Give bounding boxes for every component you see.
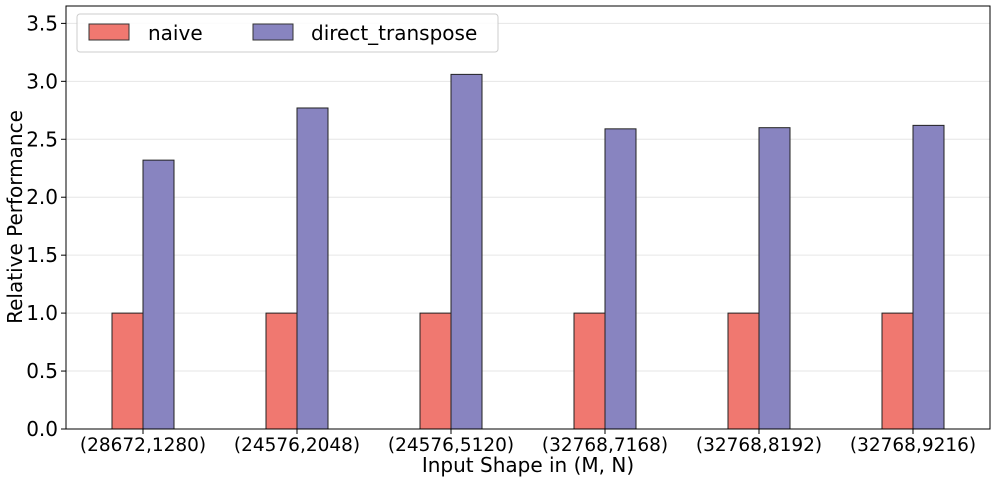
bar-naive <box>881 312 914 430</box>
bar-naive <box>573 312 606 430</box>
y-axis: 0.0 0.5 1.0 1.5 2.0 2.5 3.0 3.5 <box>26 11 66 441</box>
bars <box>111 73 945 430</box>
legend-label-naive: naive <box>148 21 203 45</box>
bar-direct-transpose <box>296 107 329 430</box>
bar-direct-transpose <box>142 159 175 430</box>
bar-direct-transpose <box>758 127 791 430</box>
x-tick-label: (32768,9216) <box>850 435 976 456</box>
y-tick-label: 3.0 <box>26 69 58 93</box>
y-tick-label: 1.0 <box>26 301 58 325</box>
legend-swatch-naive <box>88 23 130 41</box>
x-tick-label: (32768,8192) <box>696 435 822 456</box>
x-axis: (28672,1280) (24576,2048) (24576,5120) (327… <box>80 429 976 456</box>
bar-naive <box>419 312 452 430</box>
x-tick-label: (24576,2048) <box>234 435 360 456</box>
x-tick-label: (28672,1280) <box>80 435 206 456</box>
bar-naive <box>265 312 298 430</box>
y-tick-label: 1.5 <box>26 243 58 267</box>
y-tick-label: 2.0 <box>26 185 58 209</box>
y-tick-label: 0.5 <box>26 359 58 383</box>
x-tick-label: (24576,5120) <box>388 435 514 456</box>
y-tick-label: 3.5 <box>26 11 58 35</box>
plot-frame <box>65 5 991 430</box>
bar-naive <box>111 312 144 430</box>
grid-lines <box>66 22 990 430</box>
legend-label-direct-transpose: direct_transpose <box>311 21 477 45</box>
bar-direct-transpose <box>912 124 945 430</box>
x-tick-label: (32768,7168) <box>542 435 668 456</box>
legend: naive direct_transpose <box>76 13 499 53</box>
bar-direct-transpose <box>604 128 637 430</box>
bar-direct-transpose <box>450 73 483 430</box>
x-axis-label: Input Shape in (M, N) <box>422 453 634 477</box>
y-tick-label: 0.0 <box>26 417 58 441</box>
y-tick-label: 2.5 <box>26 127 58 151</box>
y-axis-label: Relative Performance <box>3 110 27 324</box>
legend-swatch-direct-transpose <box>252 23 294 41</box>
bar-naive <box>727 312 760 430</box>
